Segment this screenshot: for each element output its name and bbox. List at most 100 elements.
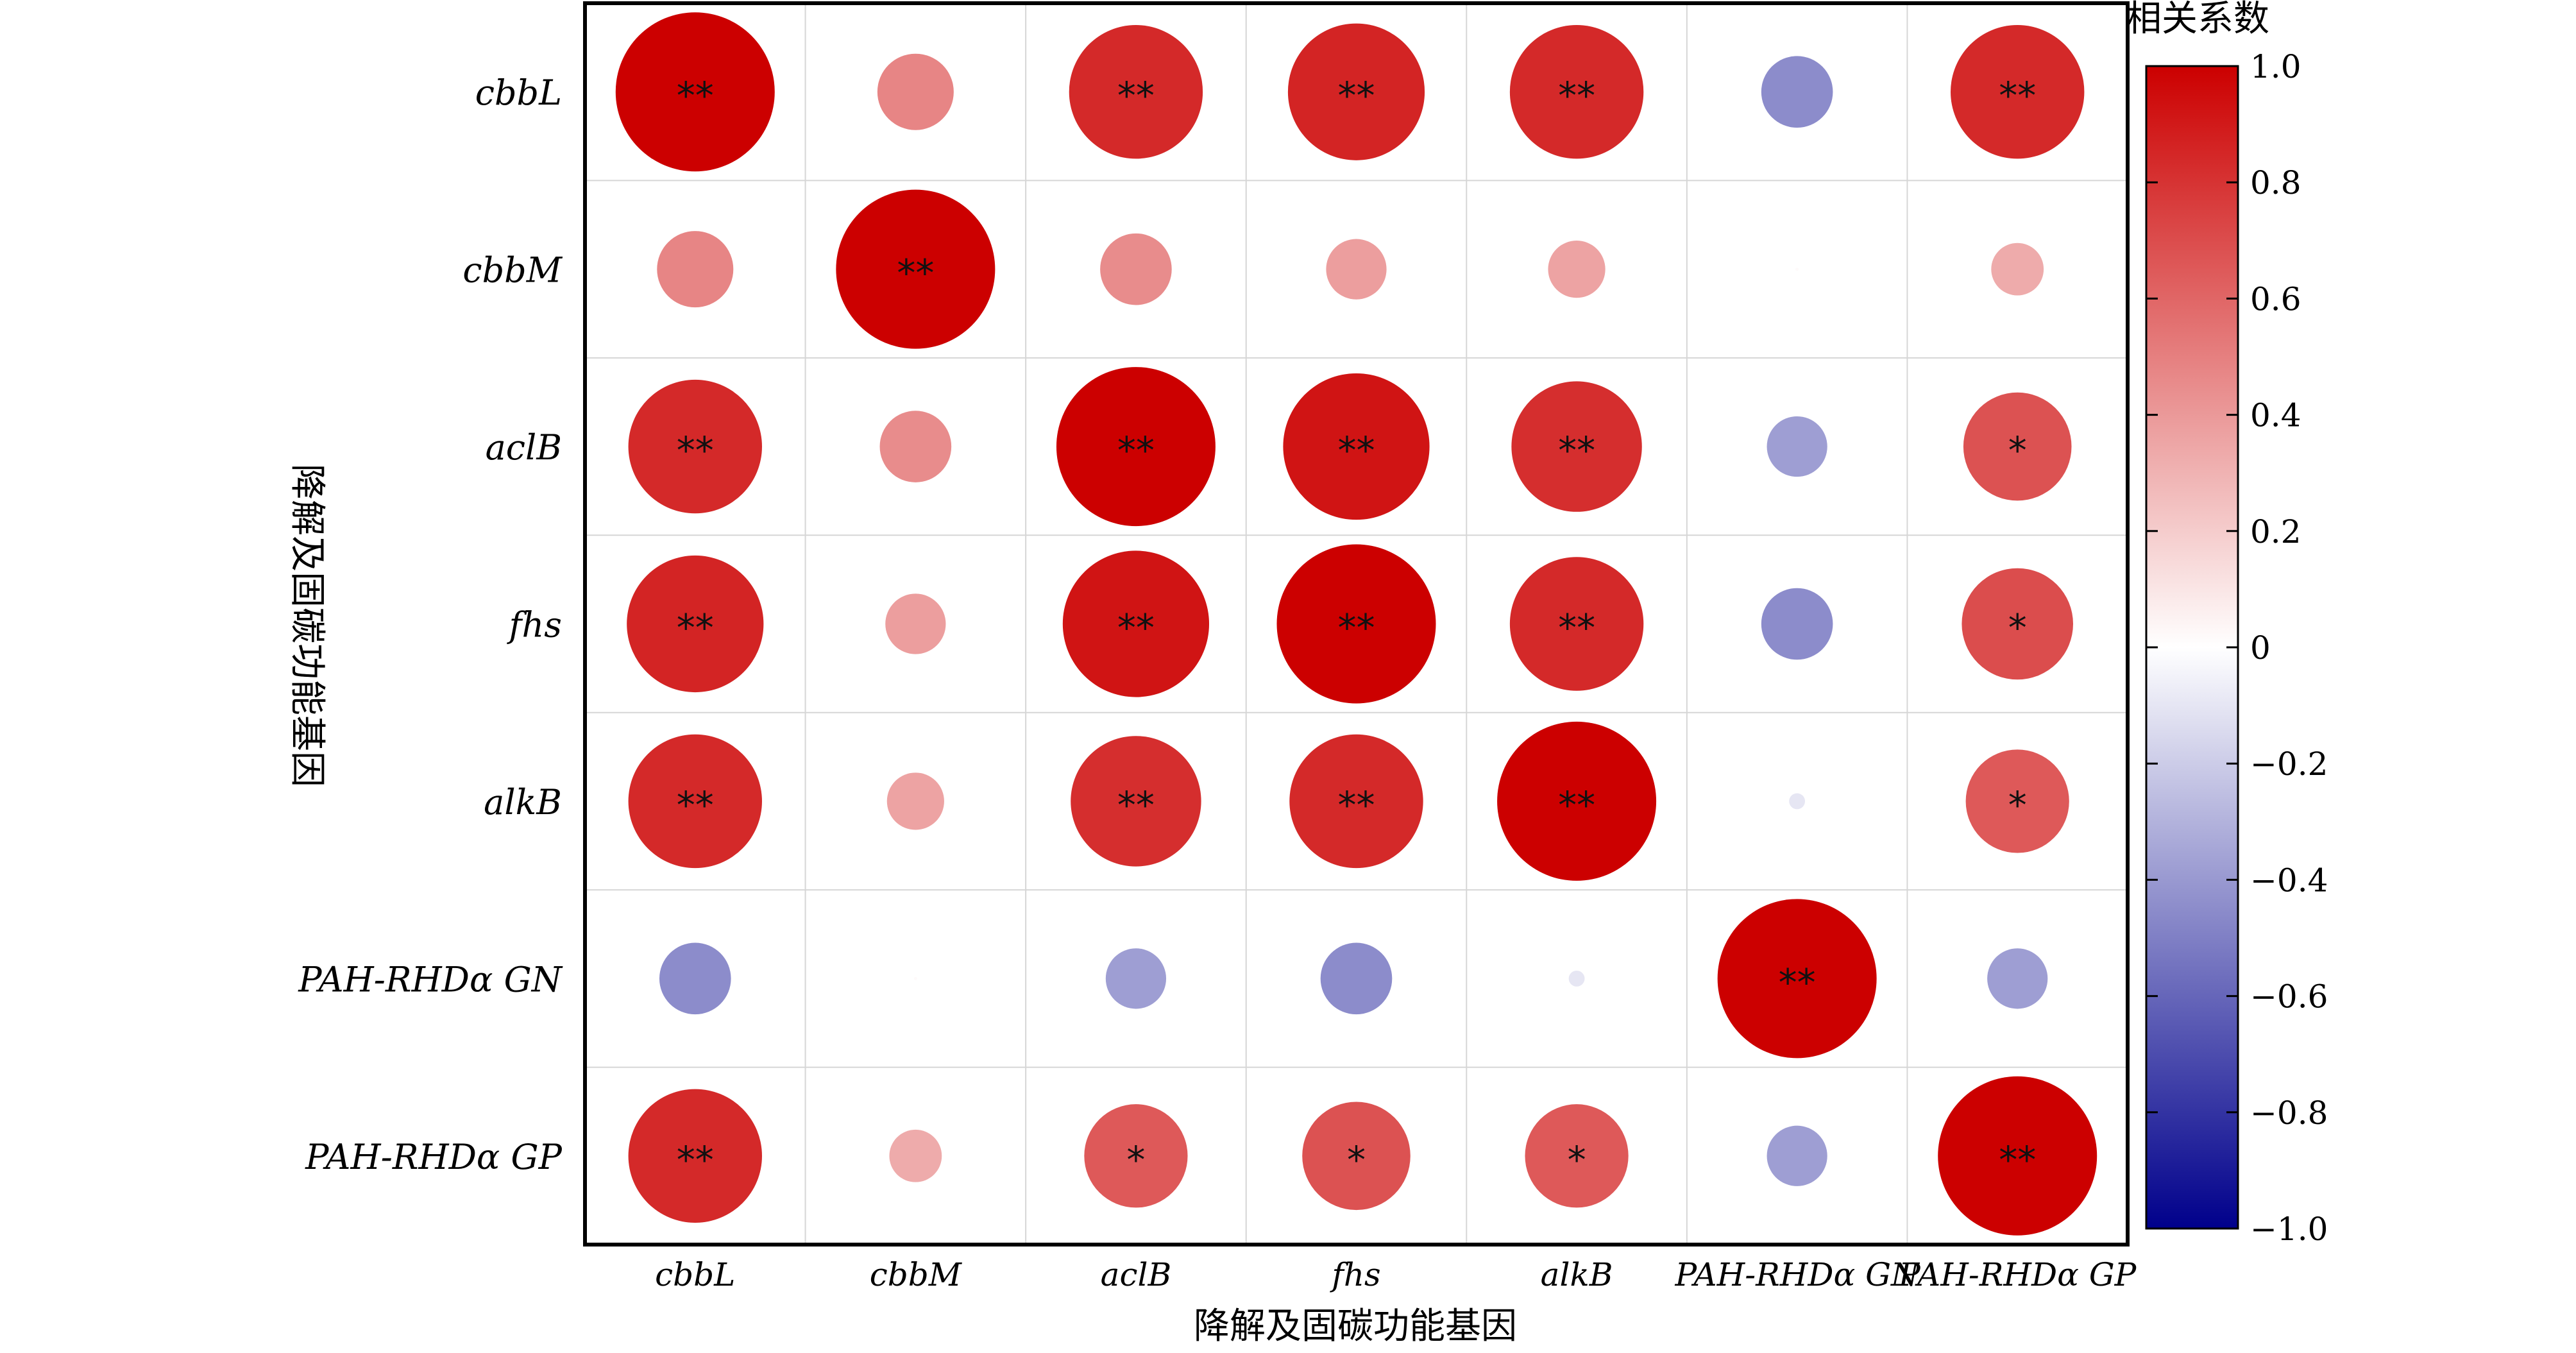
x-tick-label: PAH-RHDα GP <box>1898 1256 2137 1293</box>
colorbar-tick-label: 0.6 <box>2250 280 2301 318</box>
correlation-circle <box>885 593 946 654</box>
significance-mark: * <box>2008 783 2027 827</box>
significance-mark: ** <box>1117 783 1155 827</box>
significance-mark: * <box>2008 429 2027 472</box>
colorbar-tick-label: 0.4 <box>2250 397 2301 434</box>
x-axis-title: 降解及固碳功能基因 <box>1194 1306 1517 1347</box>
x-tick-label: cbbM <box>870 1256 963 1293</box>
correlation-circle <box>1548 241 1606 298</box>
correlation-circle <box>628 1089 762 1223</box>
correlation-circle <box>659 942 731 1015</box>
y-tick-labels: cbbL cbbM aclB fhs alkB PAH-RHDα GN PAH-RHDα G… <box>298 72 563 1177</box>
correlation-circle <box>1100 233 1172 305</box>
correlation-circle <box>877 53 954 130</box>
significance-mark: ** <box>1558 783 1595 827</box>
significance-mark: ** <box>677 429 714 472</box>
y-tick-label: cbbM <box>462 250 563 291</box>
x-tick-label: cbbL <box>655 1256 735 1293</box>
significance-mark: ** <box>1999 1138 2036 1182</box>
x-tick-label: fhs <box>1329 1256 1380 1293</box>
significance-mark: * <box>2008 606 2027 650</box>
significance-mark: ** <box>1558 74 1595 117</box>
y-tick-label: alkB <box>484 782 562 822</box>
significance-mark: * <box>1347 1138 1366 1182</box>
colorbar-tick-label: −0.4 <box>2250 862 2328 899</box>
correlation-circle <box>1568 970 1585 987</box>
correlation-circle <box>1761 588 1833 660</box>
correlation-circle <box>886 772 944 830</box>
colorbar-tick-label: 0 <box>2250 629 2271 667</box>
correlation-circle <box>628 734 762 869</box>
colorbar-tick-label: −0.2 <box>2250 745 2328 783</box>
x-tick-label: PAH-RHDα GN <box>1674 1256 1920 1293</box>
correlation-circle <box>1509 557 1644 691</box>
correlation-circle <box>1071 736 1201 867</box>
y-tick-label: PAH-RHDα GN <box>298 959 563 1000</box>
significance-mark: ** <box>1779 960 1816 1004</box>
significance-mark: ** <box>1117 74 1155 117</box>
colorbar-tick-label: 0.8 <box>2250 164 2301 201</box>
significance-mark: ** <box>897 251 934 295</box>
significance-mark: ** <box>677 1138 714 1182</box>
significance-mark: ** <box>1558 606 1595 650</box>
colorbar-tick-label: 0.2 <box>2250 513 2301 550</box>
correlation-circle <box>1056 367 1216 527</box>
significance-marks: ** ** ** ** ****** ** ** ** *** ** ** ** *** ** ** ** **… <box>677 74 2036 1182</box>
y-axis-title: 降解及固碳功能基因 <box>286 464 328 787</box>
correlation-circle <box>1951 25 2085 159</box>
correlation-circle <box>1276 544 1436 704</box>
correlation-circle <box>615 12 775 172</box>
significance-mark: ** <box>1558 429 1595 472</box>
correlation-circle <box>1795 268 1799 271</box>
correlation-circle <box>1963 392 2072 501</box>
correlation-circle <box>1767 416 1827 477</box>
correlation-circle <box>1105 948 1167 1009</box>
correlation-circle <box>628 379 762 514</box>
correlation-circle <box>1509 25 1644 159</box>
correlation-circle <box>889 1129 942 1182</box>
significance-mark: ** <box>1338 74 1375 117</box>
correlation-circle <box>1287 23 1425 160</box>
correlation-circle <box>627 555 764 693</box>
correlation-circle <box>1767 1125 1827 1186</box>
correlation-circle <box>1938 1076 2097 1236</box>
colorbar-title: 相关系数 <box>2126 0 2269 40</box>
colorbar-tick-label: −0.8 <box>2250 1094 2328 1132</box>
colorbar-tick-label: 1.0 <box>2250 48 2301 85</box>
significance-mark: ** <box>1338 606 1375 650</box>
correlation-circle <box>1084 1104 1188 1208</box>
correlation-circle <box>1717 899 1877 1059</box>
colorbar-ticks: 1.0 0.8 0.6 0.4 0.2 0 −0.2 −0.4 −0.6 −0.8 −1.0 <box>2146 48 2328 1248</box>
correlation-circle <box>1069 25 1203 159</box>
correlation-circle <box>1991 243 2044 296</box>
correlation-circle <box>1302 1102 1411 1211</box>
correlation-circle <box>657 231 734 308</box>
correlation-circles <box>615 12 2097 1236</box>
significance-mark: ** <box>677 783 714 827</box>
y-tick-label: aclB <box>486 427 562 468</box>
x-tick-label: aclB <box>1101 1256 1172 1293</box>
correlation-circle <box>913 976 917 980</box>
colorbar-tick-label: −0.6 <box>2250 978 2328 1016</box>
colorbar <box>2145 65 2239 1230</box>
correlation-circle <box>879 411 952 482</box>
correlation-circle <box>1283 373 1430 520</box>
significance-mark: ** <box>1999 74 2036 117</box>
correlation-circle <box>1326 239 1387 300</box>
significance-mark: ** <box>677 606 714 650</box>
colorbar-tick-label: −1.0 <box>2250 1211 2328 1248</box>
significance-mark: * <box>1126 1138 1145 1182</box>
correlation-circle <box>836 189 996 349</box>
y-tick-label: PAH-RHDα GP <box>305 1137 563 1177</box>
correlation-circle <box>1062 550 1210 697</box>
correlation-circle <box>1761 56 1833 128</box>
correlation-circle <box>1965 749 2069 853</box>
y-tick-label: cbbL <box>475 72 562 113</box>
x-tick-label: alkB <box>1541 1256 1613 1293</box>
significance-mark: ** <box>1117 429 1155 472</box>
plot-frame <box>583 1 2130 1247</box>
significance-mark: ** <box>1117 606 1155 650</box>
significance-mark: ** <box>1338 783 1375 827</box>
